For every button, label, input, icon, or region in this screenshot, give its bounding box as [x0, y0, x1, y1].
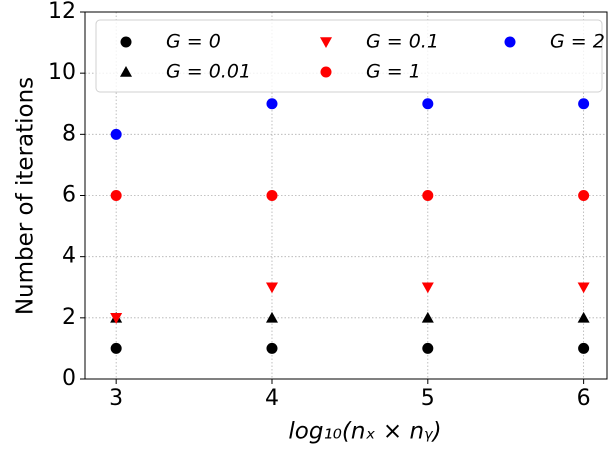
data-point [577, 282, 590, 294]
y-axis-label: Number of iterations [13, 77, 39, 315]
y-tick-label: 10 [48, 60, 76, 85]
data-point [421, 282, 434, 294]
legend-label: G = 2 [550, 31, 605, 53]
data-point [266, 190, 278, 201]
legend-marker [320, 66, 332, 78]
data-point [265, 311, 278, 323]
legend-label: G = 0 [166, 31, 221, 53]
data-point [266, 98, 278, 110]
y-tick-label: 4 [62, 244, 76, 269]
x-tick-label: 4 [265, 386, 279, 411]
legend-label: G = 0.1 [366, 31, 439, 53]
legend-label: G = 0.01 [166, 61, 251, 83]
data-point [110, 128, 122, 140]
y-tick-label: 2 [62, 305, 76, 330]
x-tick-label: 3 [109, 386, 123, 411]
legend-marker [120, 66, 132, 77]
plot-frame [84, 11, 608, 380]
legend-marker [120, 36, 132, 48]
legend: G = 0 G = 0.01 G = 0.1 G = 1 G = 2 [95, 19, 605, 93]
data-point [422, 342, 434, 354]
data-point [110, 190, 122, 201]
x-tick-label: 5 [421, 386, 435, 411]
y-tick-label: 12 [48, 0, 76, 24]
legend-marker [320, 37, 332, 48]
x-tick-label: 6 [577, 386, 591, 411]
legend-marker [504, 36, 516, 48]
data-point [110, 342, 122, 354]
y-tick-label: 6 [62, 183, 76, 208]
data-point [421, 311, 434, 323]
data-point [422, 190, 434, 201]
data-point [578, 98, 590, 110]
x-axis-label: log₁₀(nₓ × nᵧ) [288, 419, 441, 445]
data-point [578, 190, 590, 201]
data-point [422, 98, 434, 110]
legend-label: G = 1 [366, 61, 421, 83]
y-tick-label: 8 [62, 121, 76, 146]
y-tick-label: 0 [62, 366, 76, 391]
legend-box [95, 19, 603, 93]
data-point [265, 282, 278, 294]
data-point [577, 311, 590, 323]
data-point [266, 342, 278, 354]
data-point [578, 342, 590, 354]
data-point [110, 313, 123, 324]
